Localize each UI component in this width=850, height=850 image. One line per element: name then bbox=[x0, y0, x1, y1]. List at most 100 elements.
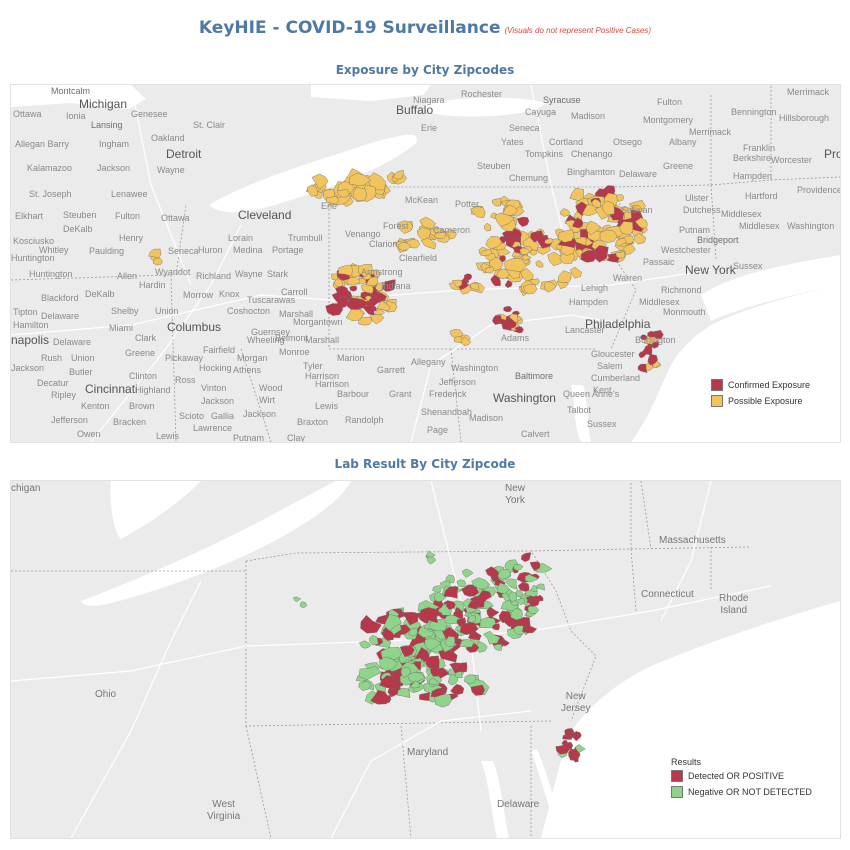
label-putnam: Putnam bbox=[679, 225, 711, 235]
label-marshall: Marshall bbox=[279, 309, 314, 319]
label-fairfield: Fairfield bbox=[203, 345, 236, 355]
possible-exposure-zone bbox=[615, 237, 627, 247]
label-ohio: Ohio bbox=[95, 689, 117, 700]
possible-exposure-zone bbox=[504, 258, 527, 272]
confirmed-exposure-zone bbox=[530, 230, 544, 243]
label-napolis: napolis bbox=[11, 333, 50, 347]
label-guernsey: Guernsey bbox=[251, 327, 291, 337]
negative-result-zone bbox=[433, 591, 446, 603]
label-kenton: Kenton bbox=[81, 401, 110, 411]
positive-result-zone bbox=[570, 732, 578, 738]
label-calvert: Calvert bbox=[521, 429, 550, 439]
label-frederick: Frederick bbox=[429, 389, 467, 399]
possible-exposure-zone bbox=[483, 222, 492, 232]
possible-exposure-zone bbox=[376, 300, 391, 312]
label-tompkins: Tompkins bbox=[525, 149, 564, 159]
label-columbus: Columbus bbox=[167, 320, 222, 334]
label-mckean: McKean bbox=[405, 195, 439, 205]
label-marion: Marion bbox=[337, 353, 365, 363]
label-greene: Greene bbox=[663, 161, 694, 171]
confirmed-exposure-zone bbox=[463, 273, 473, 281]
legend-item-confirmed[interactable]: Confirmed Exposure bbox=[711, 379, 810, 391]
label-ottawa: Ottawa bbox=[13, 109, 42, 119]
negative-result-zone bbox=[369, 634, 379, 646]
label-allegany: Allegany bbox=[411, 357, 446, 367]
possible-exposure-zone bbox=[547, 251, 566, 267]
legend-item-negative[interactable]: Negative OR NOT DETECTED bbox=[671, 786, 812, 798]
possible-exposure-zone bbox=[480, 248, 492, 257]
confirmed-exposure-zone bbox=[647, 354, 658, 366]
label-massachusetts: Massachusetts bbox=[659, 535, 726, 546]
positive-result-zone bbox=[522, 625, 538, 634]
possible-exposure-zone bbox=[599, 229, 618, 243]
possible-exposure-zone bbox=[491, 198, 502, 207]
label-erie-ny: Erie bbox=[421, 123, 438, 133]
possible-exposure-zone bbox=[338, 265, 353, 277]
possible-exposure-zone bbox=[519, 247, 530, 255]
label-tipton: Tipton bbox=[13, 307, 38, 317]
label-butler: Butler bbox=[69, 367, 93, 377]
label-niagara: Niagara bbox=[413, 95, 445, 105]
legend-swatch-possible bbox=[711, 395, 723, 407]
possible-exposure-zone bbox=[619, 221, 634, 235]
positive-result-zone bbox=[399, 645, 415, 658]
possible-exposure-zone bbox=[337, 188, 350, 198]
exposure-legend: Confirmed Exposure Possible Exposure bbox=[711, 379, 810, 411]
label-franklin: Franklin bbox=[743, 143, 776, 153]
confirmed-exposure-zone bbox=[504, 280, 513, 289]
lab-zones-layer bbox=[293, 550, 586, 763]
positive-result-zone bbox=[468, 628, 482, 641]
positive-result-zone bbox=[443, 586, 459, 599]
possible-exposure-zone bbox=[530, 278, 540, 285]
positive-result-zone bbox=[470, 684, 485, 696]
label-clarion: Clarion bbox=[369, 239, 398, 249]
label-broome: Binghamton bbox=[567, 167, 616, 177]
label-suffolk: Sussex bbox=[733, 261, 763, 271]
label-braxton: Braxton bbox=[297, 417, 329, 427]
legend-item-detected[interactable]: Detected OR POSITIVE bbox=[671, 770, 812, 782]
negative-result-zone bbox=[358, 681, 372, 691]
label-decatur: Decatur bbox=[37, 378, 69, 388]
label-huron: Huron bbox=[198, 245, 223, 255]
label-montcalm: Montcalm bbox=[51, 86, 91, 96]
label-grant: Grant bbox=[389, 389, 412, 399]
possible-exposure-zone bbox=[420, 237, 437, 250]
label-new-york: New York bbox=[685, 263, 736, 277]
label-gloucester: Gloucester bbox=[591, 349, 635, 359]
label-hillsborough: Hillsborough bbox=[779, 113, 830, 123]
positive-result-zone bbox=[360, 614, 382, 634]
possible-exposure-zone bbox=[311, 173, 329, 190]
possible-exposure-zone bbox=[434, 230, 447, 239]
label-lorain: Lorain bbox=[228, 233, 254, 243]
label-sullivan: Sullivan bbox=[621, 205, 653, 215]
label-rochester: Rochester bbox=[461, 89, 503, 99]
confirmed-exposure-zone bbox=[572, 217, 584, 229]
negative-result-zone bbox=[517, 598, 525, 606]
confirmed-exposure-zone bbox=[647, 330, 657, 338]
map2-title: Lab Result By City Zipcode bbox=[334, 457, 516, 471]
label-connecticut: Connecticut bbox=[641, 589, 694, 600]
lab-result-map[interactable]: chigan New York Massachusetts Connecticut… bbox=[10, 480, 841, 839]
label-pickaway: Pickaway bbox=[165, 353, 204, 363]
confirmed-exposure-zone bbox=[637, 363, 648, 373]
negative-result-zone bbox=[529, 584, 538, 592]
label-steuben: Steuben bbox=[477, 161, 511, 171]
label-dekalb: DeKalb bbox=[63, 224, 93, 234]
label-philadelphia: Philadelphia bbox=[585, 317, 651, 331]
negative-result-zone bbox=[443, 614, 461, 625]
legend-item-possible[interactable]: Possible Exposure bbox=[711, 395, 810, 407]
negative-result-zone bbox=[461, 568, 474, 578]
label-passaic: Passaic bbox=[643, 257, 675, 267]
label-fulton: Fulton bbox=[115, 211, 141, 221]
confirmed-exposure-zone bbox=[508, 228, 522, 239]
label-forest: Forest bbox=[383, 221, 409, 231]
label-lehigh: Lehigh bbox=[581, 283, 609, 293]
possible-exposure-zone bbox=[366, 276, 379, 286]
possible-exposure-zone bbox=[634, 232, 647, 245]
possible-exposure-zone bbox=[349, 172, 372, 186]
exposure-map[interactable]: Montcalm Michigan Ottawa Ionia Genesee L… bbox=[10, 84, 841, 443]
label-huntington: Huntington bbox=[29, 269, 73, 279]
label-medina: Medina bbox=[233, 245, 263, 255]
positive-result-zone bbox=[391, 671, 403, 682]
dashboard-title: KeyHIE - COVID-19 Surveillance bbox=[198, 18, 501, 38]
